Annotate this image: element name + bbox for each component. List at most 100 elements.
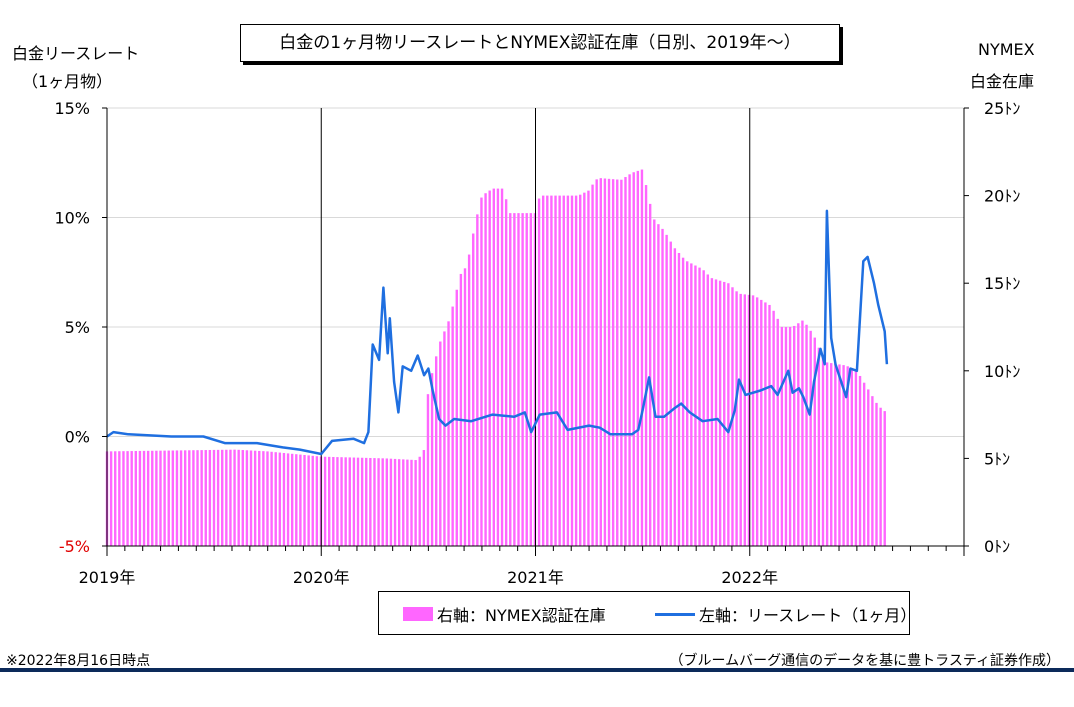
stock-bar: [369, 457, 372, 546]
stock-bar: [377, 458, 380, 546]
stock-bar: [805, 324, 808, 546]
axes: [102, 107, 969, 556]
stock-bar: [266, 451, 269, 546]
stock-bar: [743, 294, 747, 546]
stock-bar: [225, 449, 228, 546]
stock-bar: [677, 252, 681, 546]
stock-bar: [657, 224, 660, 546]
stock-bar: [233, 449, 236, 546]
stock-bar: [245, 450, 249, 546]
x-tick-label: 2022年: [721, 568, 778, 587]
stock-bar: [323, 456, 327, 546]
stock-bar: [134, 450, 138, 546]
stock-bar: [426, 394, 430, 546]
stock-bar: [653, 219, 656, 547]
stock-bar: [118, 451, 121, 546]
stock-bar: [418, 456, 421, 546]
stock-bar: [591, 184, 594, 546]
stock-bar: [496, 188, 500, 547]
stock-bar: [373, 458, 376, 546]
stock-bar: [430, 373, 434, 546]
stock-bar: [735, 291, 738, 546]
stock-bar: [402, 459, 405, 546]
left-axis-title-line2: （1ヶ月物）: [22, 72, 113, 91]
stock-bar: [513, 213, 516, 546]
stock-bar: [171, 450, 175, 546]
stock-bar: [122, 451, 125, 546]
stock-bar: [611, 179, 615, 546]
stock-bar: [875, 402, 878, 546]
stock-bar: [686, 261, 689, 546]
stock-bar: [784, 327, 788, 546]
stock-bar: [648, 203, 652, 546]
stock-bar: [307, 455, 310, 546]
stock-bar: [142, 450, 146, 546]
stock-bar: [204, 450, 207, 546]
stock-bar: [776, 318, 779, 546]
stock-bar: [550, 195, 553, 546]
stock-bar: [644, 185, 648, 546]
stock-bar: [303, 455, 306, 546]
stock-bar: [393, 458, 397, 546]
bottom-rule: [0, 668, 1074, 672]
stock-bar: [270, 451, 273, 546]
stock-bar: [328, 456, 331, 546]
left-tick-label: 15%: [54, 99, 90, 118]
stock-bar: [451, 306, 454, 546]
stock-bar: [541, 195, 545, 546]
stock-bar: [282, 452, 286, 546]
left-tick-label: 10%: [54, 209, 90, 228]
stock-bar: [821, 357, 825, 546]
stock-bar: [801, 320, 804, 546]
stock-bar: [607, 178, 611, 546]
stock-bar: [574, 195, 578, 546]
stock-bar: [834, 363, 837, 546]
stock-bar: [558, 195, 561, 546]
right-axis-title-line1: NYMEX: [978, 40, 1035, 59]
stock-bar: [706, 274, 709, 546]
stock-bar: [459, 273, 463, 546]
stock-bar: [167, 450, 170, 546]
footnote-source: （ブルームバーグ通信のデータを基に豊トラスティ証券作成）: [669, 653, 1060, 669]
stock-bar: [340, 457, 343, 546]
stock-bar: [587, 190, 590, 546]
year-separator-lines: [320, 108, 751, 546]
stock-bar: [599, 178, 602, 546]
left-axis-title-line1: 白金リースレート: [12, 44, 140, 63]
stock-bar: [258, 450, 261, 546]
stock-bar: [262, 451, 265, 546]
stock-bar: [529, 213, 533, 546]
stock-bar: [472, 233, 475, 546]
stock-bar: [817, 347, 821, 546]
stock-bar: [850, 368, 854, 546]
stock-bar: [554, 195, 557, 546]
stock-bar: [809, 330, 812, 546]
x-tick-label: 2019年: [79, 568, 136, 587]
stock-bar: [533, 213, 537, 546]
stock-bar: [628, 174, 631, 546]
stock-bar: [537, 198, 541, 546]
stock-bar: [673, 248, 677, 546]
stock-bar: [570, 195, 574, 546]
stock-bar: [525, 213, 528, 546]
stock-bar: [434, 356, 438, 546]
stock-bar: [768, 304, 771, 546]
stock-bar: [467, 254, 471, 546]
stock-bar: [286, 453, 290, 546]
stock-bar: [175, 450, 179, 546]
stock-bar: [480, 197, 483, 546]
footnote-date: ※2022年8月16日時点: [6, 653, 151, 669]
stock-bar: [381, 458, 384, 546]
stock-bar: [208, 449, 212, 546]
stock-bar: [146, 450, 150, 546]
stock-bar: [114, 451, 117, 546]
stock-bar: [241, 450, 244, 546]
stock-bar: [710, 278, 714, 546]
legend-bar-swatch: [403, 607, 433, 621]
stock-bar: [151, 450, 154, 546]
stock-bar: [179, 450, 183, 546]
stock-bar: [406, 459, 409, 546]
legend-item-bar: 右軸：NYMEX認証在庫: [403, 602, 606, 626]
stock-bar: [583, 192, 586, 546]
stock-bar: [216, 449, 220, 546]
